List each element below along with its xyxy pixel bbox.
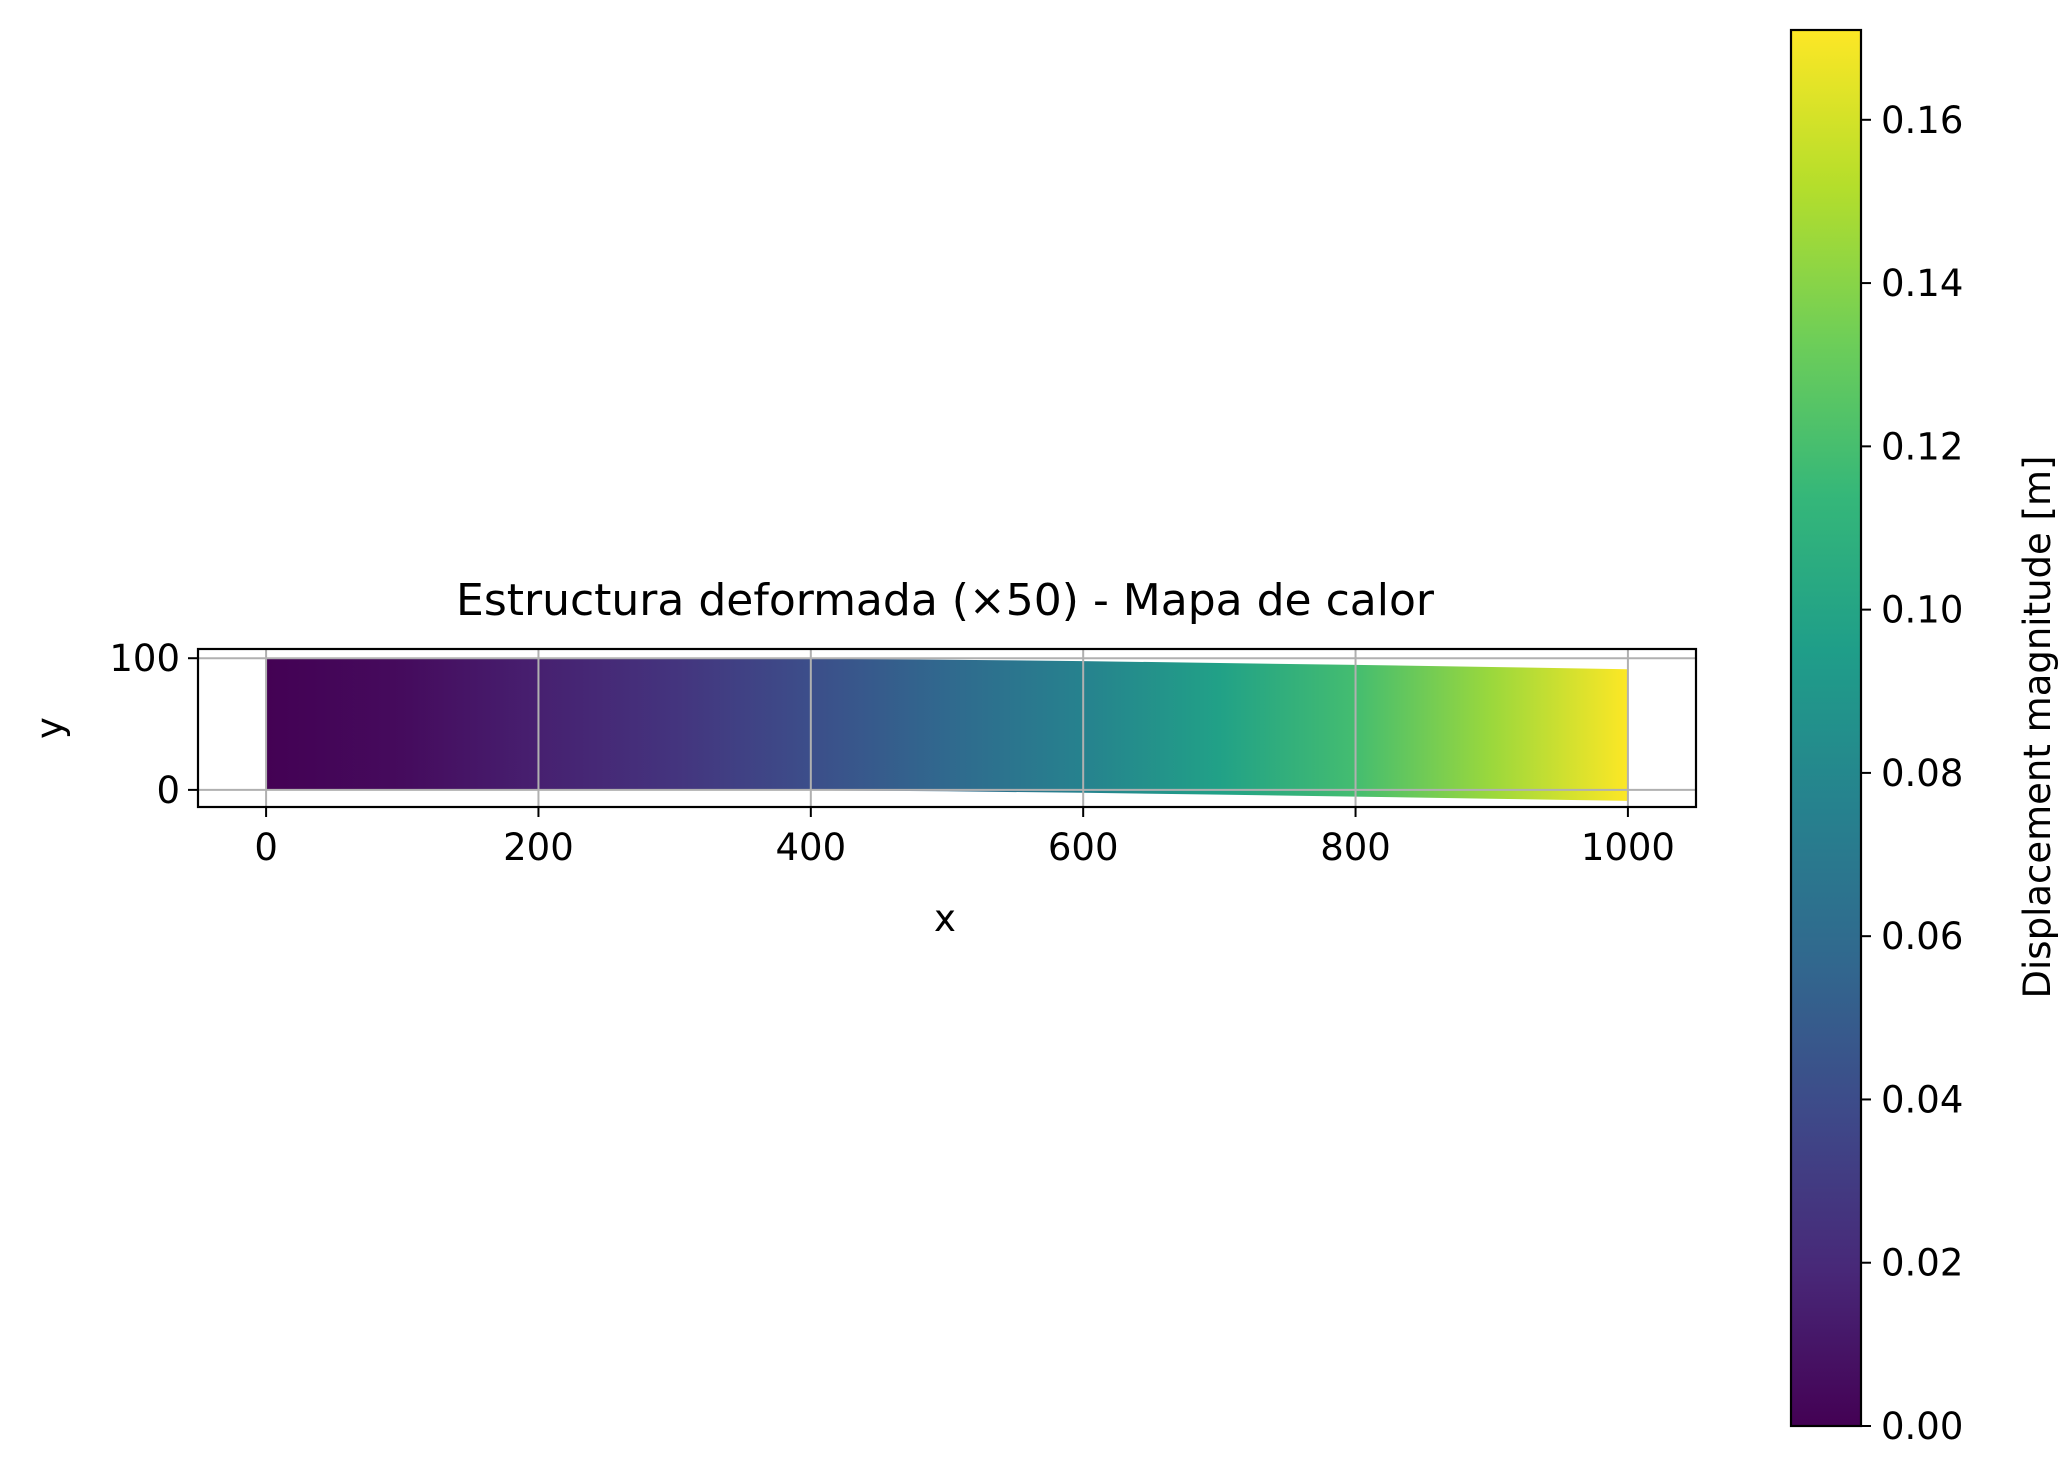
x-tick-label: 200 <box>503 826 574 869</box>
x-tick-label: 800 <box>1320 826 1391 869</box>
colorbar-tick-label: 0.06 <box>1881 915 1963 958</box>
plot-frame <box>196 647 1698 809</box>
x-axis-label: x <box>934 897 956 940</box>
main-axes: Estructura deformada (×50) - Mapa de cal… <box>28 575 1698 940</box>
colorbar-tick-label: 0.12 <box>1881 425 1963 468</box>
y-axis-ticks: 0 100 <box>109 637 198 812</box>
x-tick-label: 1000 <box>1581 826 1675 869</box>
y-axis-label: y <box>28 717 71 739</box>
x-axis-ticks: 0 200 400 600 800 1000 <box>254 807 1675 869</box>
colorbar-tick-label: 0.08 <box>1881 752 1963 795</box>
grid-lines <box>198 649 1696 807</box>
chart-title: Estructura deformada (×50) - Mapa de cal… <box>456 575 1435 626</box>
colorbar-gradient-bar <box>1791 30 1861 1426</box>
colorbar-tick-label: 0.00 <box>1881 1405 1963 1448</box>
colorbar: 0.00 0.02 0.04 0.06 0.08 0.10 0.12 0.14 0.16 Dis… <box>1789 28 2058 1448</box>
colorbar-tick-label: 0.04 <box>1881 1078 1963 1121</box>
x-tick-label: 600 <box>1048 826 1119 869</box>
colorbar-tick-label: 0.16 <box>1881 99 1963 142</box>
x-tick-label: 400 <box>776 826 847 869</box>
y-tick-label: 0 <box>156 769 180 812</box>
colorbar-tick-label: 0.02 <box>1881 1242 1963 1285</box>
colorbar-tick-label: 0.14 <box>1881 262 1963 305</box>
x-tick-label: 0 <box>254 826 278 869</box>
colorbar-ticks: 0.00 0.02 0.04 0.06 0.08 0.10 0.12 0.14 0.16 <box>1861 99 1963 1448</box>
deformed-structure <box>266 658 1628 801</box>
colorbar-frame <box>1789 28 1863 1428</box>
colorbar-label: Displacement magnitude [m] <box>2016 456 2058 999</box>
colorbar-tick-label: 0.10 <box>1881 589 1963 632</box>
y-tick-label: 100 <box>109 637 180 680</box>
